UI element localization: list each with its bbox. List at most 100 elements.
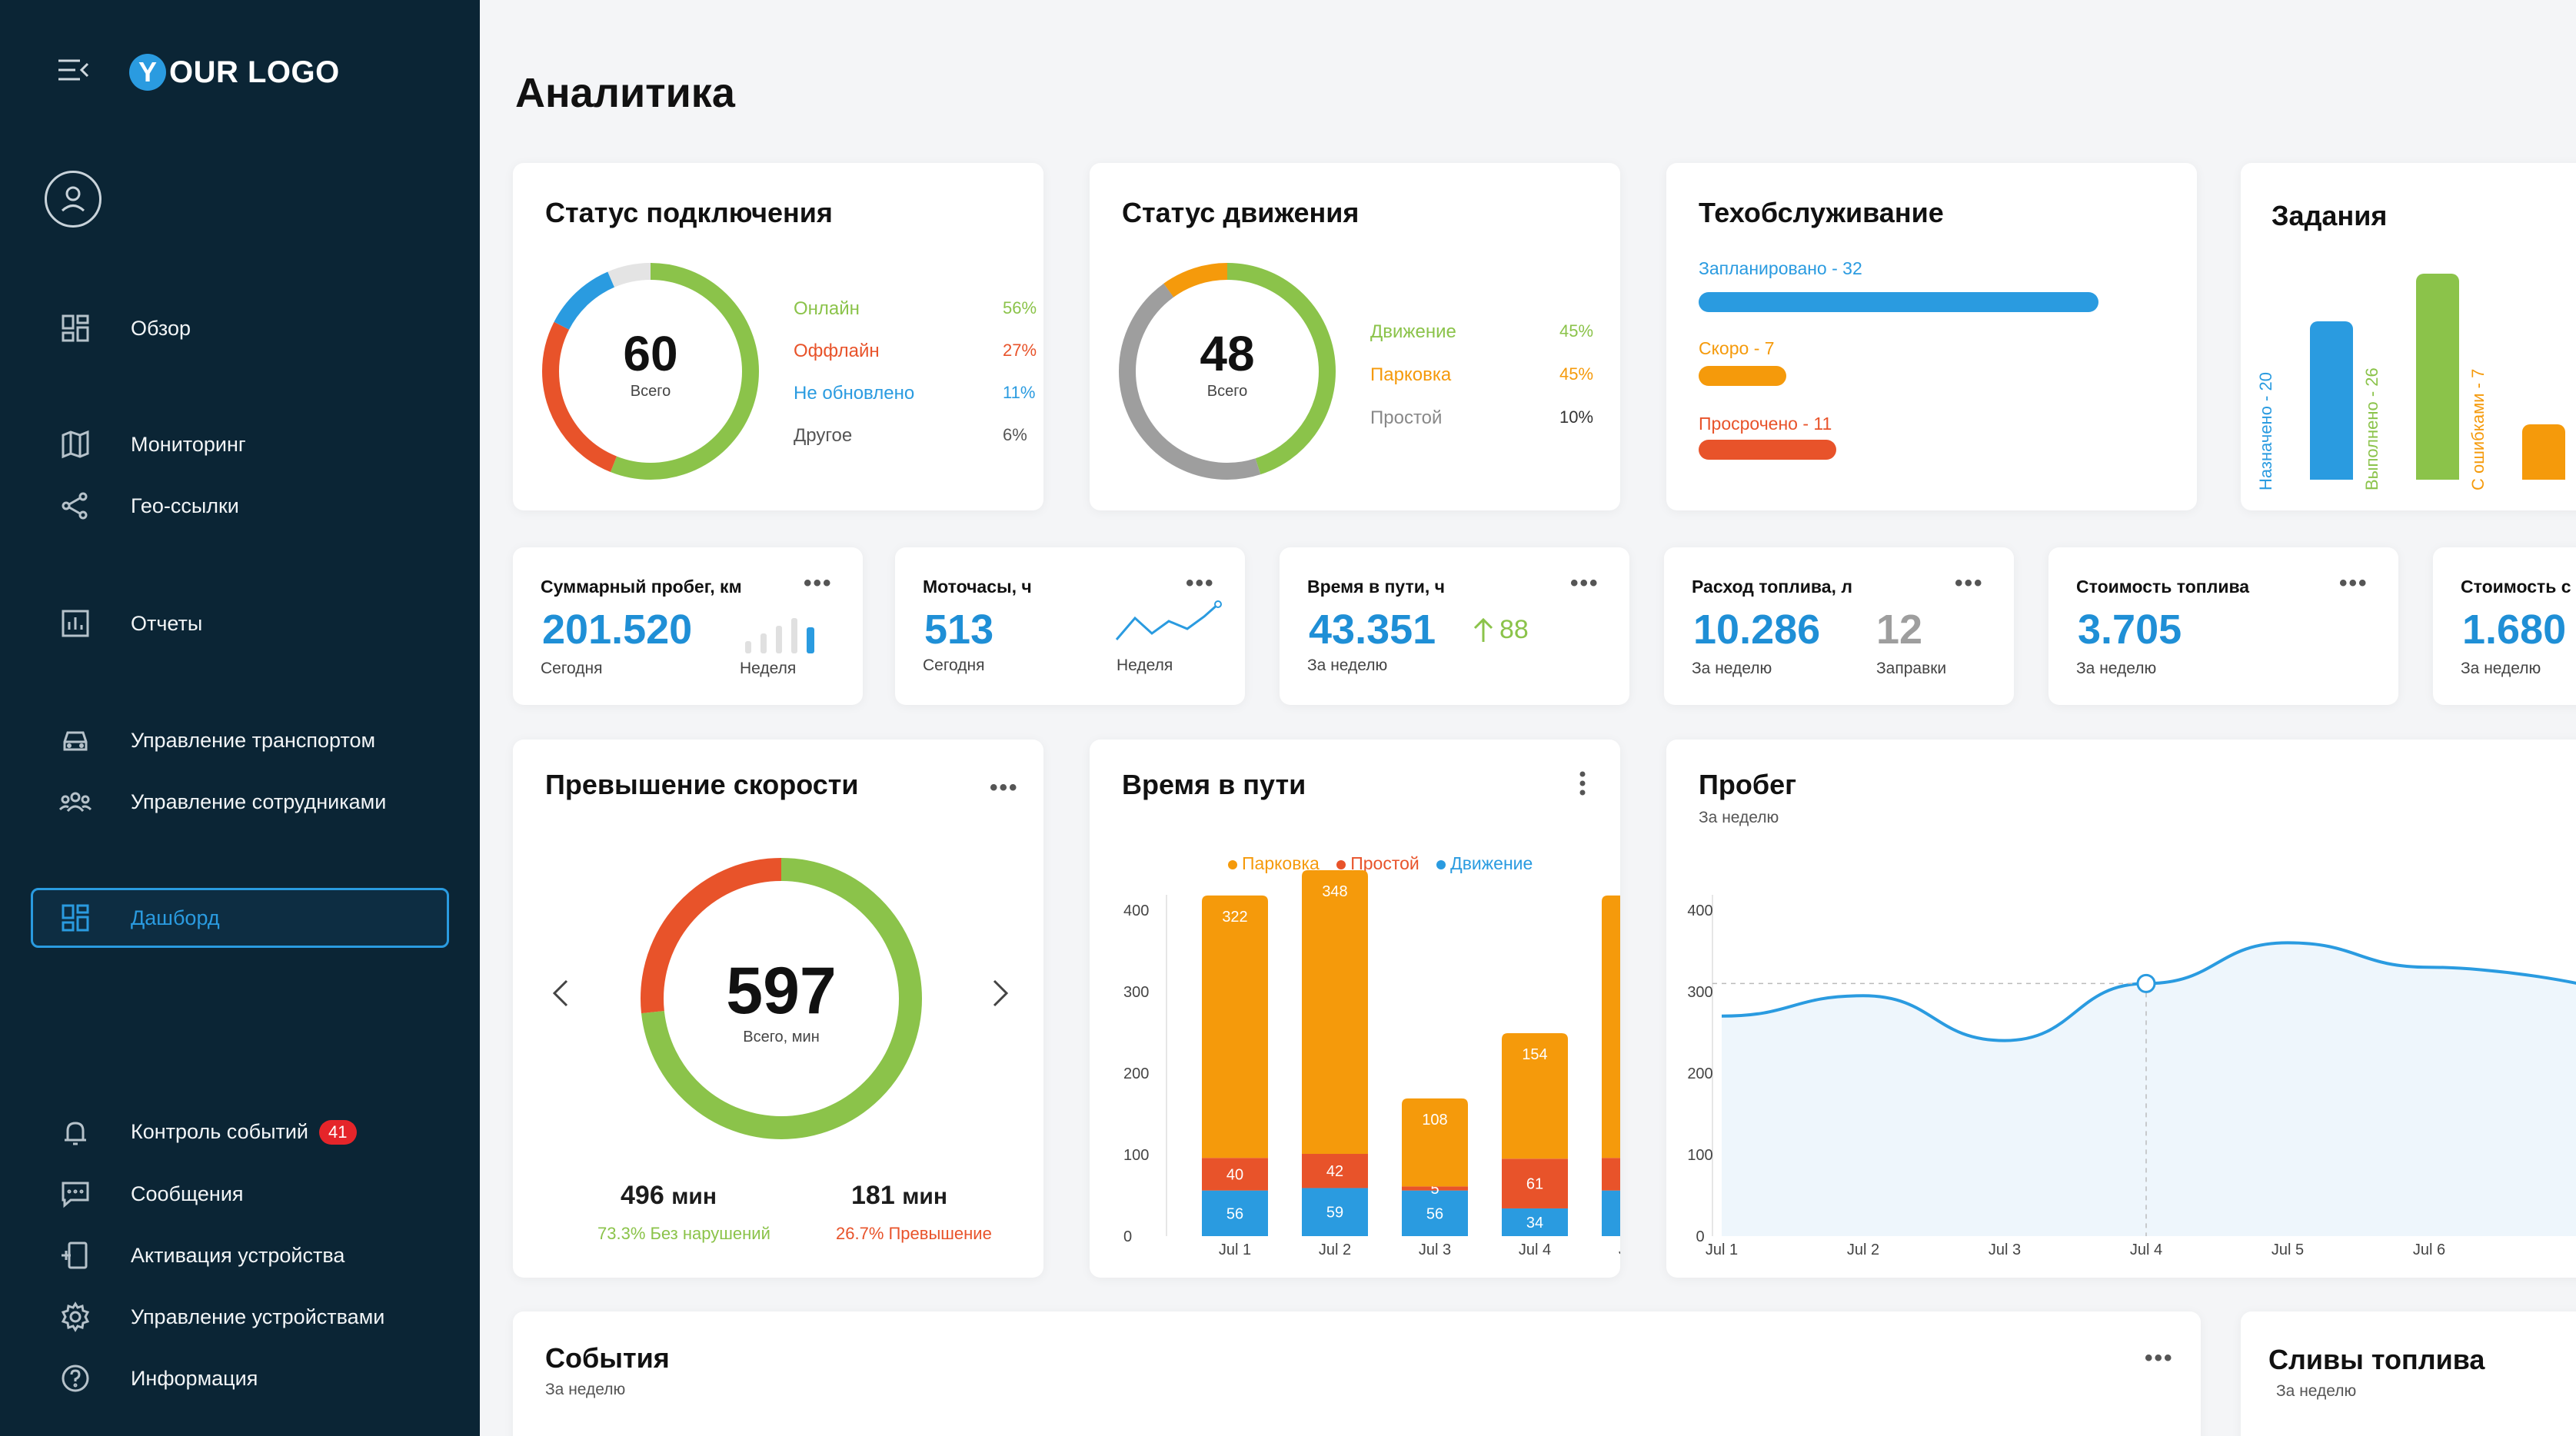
bar-value-label: 34 <box>1526 1215 1543 1232</box>
sidebar-item-label: Гео-ссылки <box>131 494 239 517</box>
trend-value: 88 <box>1499 615 1529 644</box>
bar-value-label: 56 <box>1226 1205 1243 1222</box>
kpi-engine-hours-card: Моточасы, ч ••• 513 Сегодня Неделя <box>895 547 1245 705</box>
bar-value-label: 59 <box>1326 1205 1343 1222</box>
sidebar-item-employees[interactable]: Управление сотрудниками <box>0 774 480 829</box>
chart-legend: Парковка Простой Движение <box>1228 853 1533 874</box>
user-avatar-icon[interactable] <box>45 171 102 228</box>
kpi-title: Стоимость топлива <box>2076 577 2250 597</box>
legend-moving[interactable]: Движение <box>1436 853 1533 873</box>
highlight-point <box>2136 973 2156 993</box>
movement-donut <box>1119 263 1336 480</box>
donut-center: 60 Всего <box>577 329 724 401</box>
more-menu-icon[interactable]: ••• <box>2339 570 2368 596</box>
kpi-caption: Сегодня <box>541 660 603 677</box>
card-subtitle: За неделю <box>2276 1382 2357 1400</box>
menu-collapse-icon[interactable] <box>57 57 91 83</box>
kpi-caption: Сегодня <box>923 657 985 674</box>
total-label: Всего <box>630 383 671 400</box>
more-menu-icon[interactable]: ••• <box>990 775 1019 800</box>
bar-segment <box>1202 1158 1268 1191</box>
sidebar-item-geolinks[interactable]: Гео-ссылки <box>0 478 480 534</box>
bad-unit: мин <box>902 1184 947 1209</box>
legend-label: Парковка <box>1242 853 1320 873</box>
next-arrow-icon[interactable] <box>991 978 1010 1012</box>
dashboard-icon <box>58 901 92 935</box>
task-bar-errors[interactable] <box>2522 424 2565 480</box>
ok-unit: мин <box>671 1184 717 1209</box>
x-tick-label: Jul 1 <box>1219 1242 1251 1258</box>
prev-arrow-icon[interactable] <box>551 978 570 1012</box>
team-icon <box>58 785 92 819</box>
maintenance-bar-planned[interactable] <box>1699 292 2098 312</box>
more-menu-icon[interactable]: ••• <box>2145 1345 2174 1371</box>
sidebar-item-label: Отчеты <box>131 611 203 635</box>
legend-pct: 27% <box>1003 341 1037 360</box>
legend-moving: Движение 45% <box>1370 321 1601 343</box>
kpi-title: Время в пути, ч <box>1307 577 1446 597</box>
travel-time-card: Время в пути Парковка Простой Движение 0… <box>1090 740 1620 1278</box>
bar-segment <box>1402 1190 1468 1236</box>
sidebar-item-device-activation[interactable]: Активация устройства <box>0 1228 480 1283</box>
maintenance-bar-soon[interactable] <box>1699 366 1786 386</box>
bad-minutes: 181 мин <box>851 1181 947 1211</box>
more-menu-icon[interactable]: ••• <box>1570 570 1599 596</box>
trend-indicator: 88 <box>1472 615 1529 645</box>
sidebar-item-dashboard[interactable]: Дашборд <box>31 888 449 948</box>
sidebar-item-transport[interactable]: Управление транспортом <box>0 713 480 768</box>
ok-minutes: 496 мин <box>621 1181 717 1211</box>
sidebar-item-device-management[interactable]: Управление устройствами <box>0 1289 480 1345</box>
sidebar-item-overview[interactable]: Обзор <box>0 301 480 356</box>
x-tick-label: Jul 5 <box>1619 1242 1620 1258</box>
maintenance-label-overdue: Просрочено - 11 <box>1699 414 1832 434</box>
legend-pct: 56% <box>1003 298 1037 317</box>
kpi-title: Моточасы, ч <box>923 577 1032 597</box>
sidebar-item-monitoring[interactable]: Мониторинг <box>0 417 480 472</box>
sidebar-item-text: Контроль событий <box>131 1119 309 1143</box>
bar-segment <box>1202 1190 1268 1236</box>
kpi-caption: За неделю <box>2076 660 2157 677</box>
sidebar-item-events-control[interactable]: Контроль событий 41 <box>0 1105 480 1160</box>
legend-parking[interactable]: Парковка <box>1228 853 1320 873</box>
connection-status-card: Статус подключения 60 Всего Онлайн 56% Оф… <box>513 163 1043 510</box>
legend-label: Онлайн <box>794 298 860 319</box>
legend-other: Другое 6% <box>794 425 1027 447</box>
card-title: Статус движения <box>1122 197 1360 228</box>
mileage-area-chart: 0 100 200 300 400 Jul 1 Jul 2 Jul 3 Jul 4 Jul 5 Ju… <box>1687 895 2576 1258</box>
sidebar-item-info[interactable]: Информация <box>0 1351 480 1406</box>
speeding-card: Превышение скорости ••• 597 Всего, мин 4… <box>513 740 1043 1278</box>
kpi-fuel-card: Расход топлива, л ••• 10.286 12 За недел… <box>1664 547 2014 705</box>
events-card: События За неделю ••• <box>513 1311 2201 1436</box>
sidebar-item-label: Сообщения <box>131 1182 244 1205</box>
legend-idle[interactable]: Простой <box>1336 853 1419 873</box>
more-menu-icon[interactable]: ••• <box>804 570 833 596</box>
legend-pct: 6% <box>1003 425 1027 444</box>
bar-segment <box>1402 1098 1468 1187</box>
legend-pct: 11% <box>1003 383 1036 402</box>
more-menu-icon[interactable]: ••• <box>1955 570 1984 596</box>
bar-value-label: 42 <box>1326 1163 1343 1180</box>
area-fill <box>1722 942 2576 1236</box>
task-bar-done[interactable] <box>2416 274 2459 480</box>
sidebar-item-label: Активация устройства <box>131 1243 345 1267</box>
kpi-mileage-card: Суммарный пробег, км ••• 201.520 Сегодня… <box>513 547 863 705</box>
card-title: Превышение скорости <box>545 769 859 800</box>
events-count-badge: 41 <box>319 1120 357 1145</box>
bar-chart-icon <box>58 607 92 640</box>
kpi-caption: За неделю <box>2461 660 2541 677</box>
y-tick-label: 300 <box>1123 984 1149 1001</box>
logo[interactable]: Y OUR LOGO <box>129 52 340 92</box>
total-value: 60 <box>623 326 678 381</box>
sidebar-item-messages[interactable]: Сообщения <box>0 1166 480 1222</box>
y-tick-label: 200 <box>1687 1065 1712 1082</box>
more-menu-icon[interactable]: ••• <box>1186 570 1215 596</box>
vertical-more-icon[interactable] <box>1579 770 1586 800</box>
kpi-value: 1.680 <box>2462 607 2567 653</box>
sidebar-item-reports[interactable]: Отчеты <box>0 596 480 651</box>
arrow-up-icon <box>1473 617 1493 642</box>
total-label: Всего, мин <box>743 1029 820 1045</box>
x-tick-label: Jul 5 <box>2271 1242 2304 1258</box>
sidebar-item-label: Контроль событий 41 <box>131 1120 357 1145</box>
maintenance-bar-overdue[interactable] <box>1699 440 1836 460</box>
task-bar-assigned[interactable] <box>2310 321 2353 480</box>
